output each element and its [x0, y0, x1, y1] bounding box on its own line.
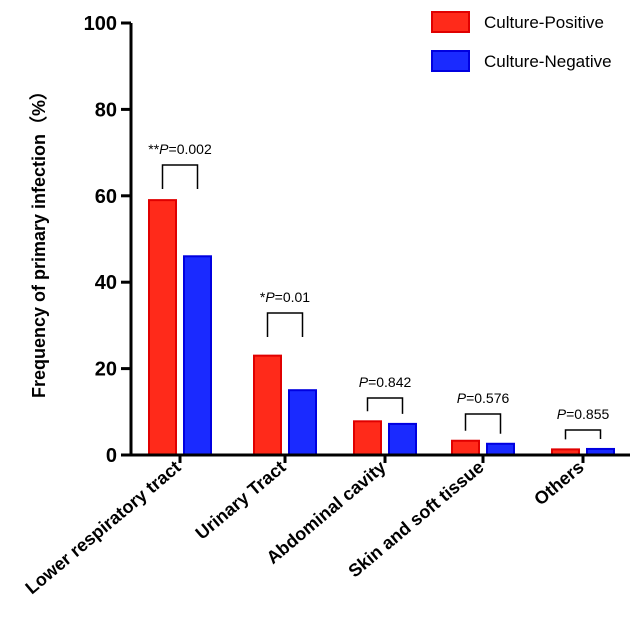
y-tick-label: 40	[95, 272, 117, 294]
legend-swatch	[431, 50, 470, 72]
significance-annotations: **P=0.002 *P=0.01 P=0.842 P=0.576 P=0.855	[148, 141, 610, 440]
y-tick-label: 0	[106, 445, 117, 467]
y-tick-label: 80	[95, 99, 117, 121]
y-tick-label: 100	[84, 13, 117, 35]
x-axis: Lower respiratory tract Urinary TractAbdo…	[22, 453, 630, 598]
legend-label: Culture-Negative	[484, 52, 612, 71]
y-axis-label: Frequency of primary infection（%）	[29, 82, 49, 398]
p-value-label: P=0.576	[457, 390, 510, 406]
bar-culture-positive	[353, 420, 382, 456]
bar-culture-positive	[253, 354, 282, 457]
significance-bracket	[366, 397, 404, 414]
bar-culture-negative	[388, 422, 417, 456]
x-tick-label: Urinary Tract	[192, 457, 290, 544]
significance-bracket	[464, 413, 502, 434]
y-axis: 0 20 40 60 80 100	[84, 13, 133, 467]
bar-culture-negative	[486, 442, 515, 457]
legend: Culture-Positive Culture-Negative	[431, 11, 612, 72]
p-value-label: *P=0.01	[260, 289, 310, 305]
significance-bracket	[564, 429, 602, 440]
x-tick-label: Others	[530, 457, 587, 510]
legend-label: Culture-Positive	[484, 13, 604, 32]
significance-bracket	[161, 164, 199, 189]
p-value-label: P=0.855	[557, 406, 610, 422]
y-tick-label: 60	[95, 186, 117, 208]
legend-swatch	[431, 11, 470, 33]
y-tick-label: 20	[95, 359, 117, 381]
x-tick-label: Lower respiratory tract	[22, 457, 185, 598]
significance-bracket	[266, 312, 304, 337]
bar-culture-positive	[148, 199, 177, 456]
bar-culture-positive	[451, 439, 480, 456]
bars	[148, 199, 615, 457]
p-value-label: **P=0.002	[148, 141, 212, 157]
p-value-label: P=0.842	[359, 374, 412, 390]
bar-culture-negative	[183, 255, 212, 456]
bar-culture-negative	[288, 389, 317, 457]
